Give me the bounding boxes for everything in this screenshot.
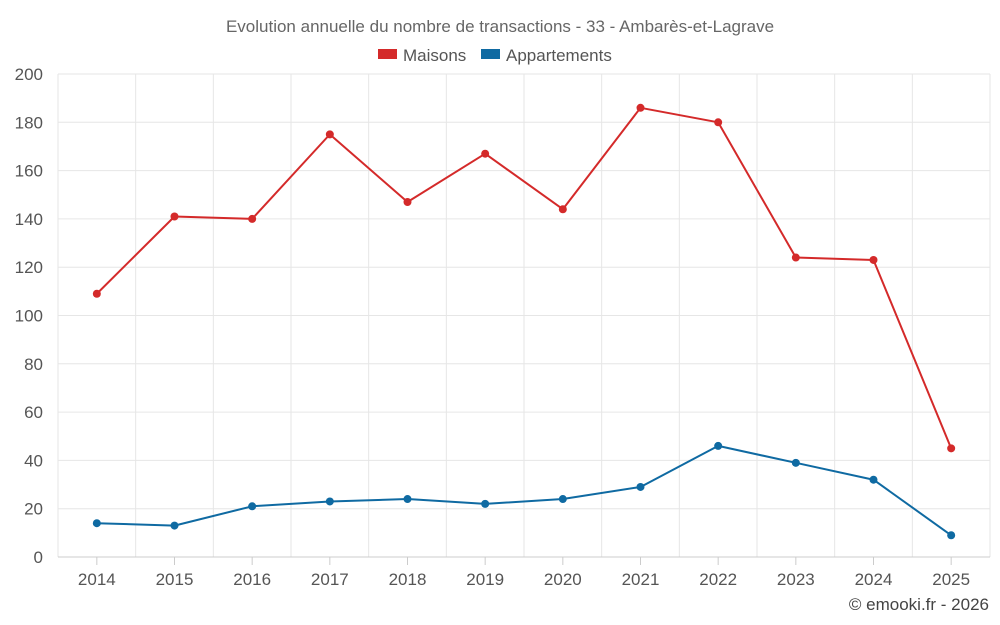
data-point-appartements[interactable]: [248, 502, 257, 511]
data-point-maisons[interactable]: [558, 205, 567, 214]
data-point-maisons[interactable]: [481, 149, 490, 158]
y-tick-label: 200: [15, 65, 43, 84]
x-tick-label: 2016: [233, 570, 271, 589]
data-point-appartements[interactable]: [947, 531, 956, 540]
y-tick-label: 180: [15, 113, 43, 132]
x-tick-label: 2020: [544, 570, 582, 589]
y-tick-label: 0: [34, 548, 43, 567]
series: [92, 103, 956, 540]
grid: [57, 73, 991, 557]
legend-swatch-appartements: [481, 49, 500, 59]
data-point-maisons[interactable]: [947, 444, 956, 453]
series-line-maisons: [96, 106, 953, 449]
series-line-appartements: [96, 444, 952, 537]
chart-title: Evolution annuelle du nombre de transact…: [226, 17, 774, 36]
data-point-appartements[interactable]: [325, 497, 334, 506]
y-tick-label: 40: [24, 451, 43, 470]
data-point-maisons[interactable]: [714, 118, 723, 127]
data-point-appartements[interactable]: [636, 482, 645, 491]
y-tick-label: 120: [15, 258, 43, 277]
data-point-maisons[interactable]: [248, 214, 257, 223]
x-tick-label: 2025: [932, 570, 970, 589]
data-point-appartements[interactable]: [170, 521, 179, 530]
data-point-appartements[interactable]: [481, 499, 490, 508]
y-tick-label: 140: [15, 210, 43, 229]
data-point-maisons[interactable]: [325, 130, 334, 139]
data-point-maisons[interactable]: [92, 289, 101, 298]
y-tick-label: 100: [15, 307, 43, 326]
data-point-maisons[interactable]: [791, 253, 800, 262]
x-tick-label: 2024: [855, 570, 893, 589]
y-axis: 0 20 40 60 80 100 120 140 160 180 200: [15, 65, 43, 567]
data-point-appartements[interactable]: [403, 495, 412, 504]
x-tick-label: 2014: [78, 570, 116, 589]
x-axis: 2014 2015 2016 2017 2018 2019 2020 2021 2022 2023…: [58, 556, 990, 589]
legend-item-appartements[interactable]: Appartements: [481, 46, 612, 65]
x-tick-label: 2019: [466, 570, 504, 589]
x-tick-label: 2022: [699, 570, 737, 589]
legend-label-appartements: Appartements: [506, 46, 612, 65]
data-point-appartements[interactable]: [714, 441, 723, 450]
legend-swatch-maisons: [378, 49, 397, 59]
legend: Maisons Appartements: [378, 46, 612, 65]
data-point-maisons[interactable]: [403, 197, 412, 206]
data-point-appartements[interactable]: [558, 495, 567, 504]
data-point-appartements[interactable]: [791, 458, 800, 467]
data-point-maisons[interactable]: [869, 255, 878, 264]
series-appartements: [92, 441, 956, 540]
y-tick-label: 80: [24, 355, 43, 374]
x-tick-label: 2018: [389, 570, 427, 589]
x-tick-label: 2017: [311, 570, 349, 589]
series-maisons: [92, 103, 956, 453]
credit-text: © emooki.fr - 2026: [849, 595, 989, 614]
legend-item-maisons[interactable]: Maisons: [378, 46, 466, 65]
x-tick-label: 2023: [777, 570, 815, 589]
legend-label-maisons: Maisons: [403, 46, 466, 65]
y-tick-label: 20: [24, 500, 43, 519]
x-tick-label: 2021: [622, 570, 660, 589]
data-point-appartements[interactable]: [869, 475, 878, 484]
x-tick-label: 2015: [156, 570, 194, 589]
y-tick-label: 160: [15, 162, 43, 181]
data-point-maisons[interactable]: [636, 103, 645, 112]
data-point-appartements[interactable]: [92, 519, 101, 528]
data-point-maisons[interactable]: [170, 212, 179, 221]
y-tick-label: 60: [24, 403, 43, 422]
